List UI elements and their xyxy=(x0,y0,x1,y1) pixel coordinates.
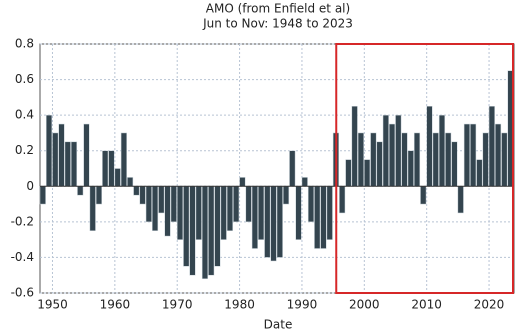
bar xyxy=(376,141,383,187)
bar xyxy=(289,150,296,187)
bar xyxy=(351,106,358,187)
bar xyxy=(239,177,246,187)
chart-title: AMO (from Enfield et al) xyxy=(206,2,350,16)
x-tick-label: 1980 xyxy=(224,298,255,312)
bar xyxy=(258,186,265,240)
y-tick-label: -0.2 xyxy=(11,214,34,228)
bar xyxy=(501,132,508,187)
bar xyxy=(102,150,109,187)
bar xyxy=(320,186,327,249)
bar xyxy=(127,177,134,187)
y-tick-label: 0 xyxy=(26,179,34,193)
bar xyxy=(208,186,215,276)
bar xyxy=(133,186,140,196)
y-tick-label: 0.2 xyxy=(15,143,34,157)
bar xyxy=(413,132,421,187)
bar xyxy=(120,132,127,187)
bar xyxy=(70,141,78,187)
y-tick-label: 0.8 xyxy=(15,37,34,51)
bar xyxy=(195,186,202,240)
bar xyxy=(83,123,90,187)
x-tick-label: 1950 xyxy=(37,298,68,312)
bar xyxy=(77,186,84,196)
bar xyxy=(463,123,470,187)
x-axis-label: Date xyxy=(264,318,293,332)
bar xyxy=(382,114,389,187)
bar xyxy=(139,186,146,205)
bar xyxy=(420,186,427,205)
bar xyxy=(432,132,439,187)
bar xyxy=(407,150,414,187)
bar xyxy=(426,106,433,187)
bar xyxy=(401,132,408,187)
chart-subtitle: Jun to Nov: 1948 to 2023 xyxy=(202,17,353,31)
y-tick-label: -0.6 xyxy=(11,286,34,300)
bar xyxy=(488,106,495,187)
x-tick-label: 2010 xyxy=(411,298,442,312)
bar xyxy=(95,186,102,205)
bar xyxy=(183,186,190,267)
bar xyxy=(89,186,96,232)
x-tick-label: 1960 xyxy=(100,298,131,312)
bar xyxy=(264,186,271,258)
x-tick-label: 1970 xyxy=(162,298,193,312)
bar xyxy=(114,168,121,187)
bar xyxy=(233,186,240,223)
bar xyxy=(438,114,446,187)
bar xyxy=(370,132,377,187)
bar xyxy=(58,123,65,187)
x-tick-label: 2000 xyxy=(349,298,380,312)
bar xyxy=(45,114,53,187)
bar xyxy=(495,123,502,187)
x-tick-label: 1990 xyxy=(287,298,318,312)
bar xyxy=(64,141,71,187)
bar xyxy=(39,186,46,205)
bar xyxy=(270,186,277,262)
bar xyxy=(357,132,364,187)
bar xyxy=(482,132,489,187)
bar xyxy=(276,186,283,258)
bar xyxy=(245,186,252,223)
bar xyxy=(345,159,352,187)
bar xyxy=(476,159,483,187)
bar xyxy=(364,159,371,187)
bar xyxy=(295,186,302,240)
bar xyxy=(395,114,402,187)
x-tick-label: 2020 xyxy=(474,298,505,312)
bar xyxy=(170,186,177,223)
bar xyxy=(52,132,59,187)
bar xyxy=(214,186,221,267)
bar xyxy=(108,150,115,187)
bar xyxy=(314,186,321,249)
y-tick-label: -0.4 xyxy=(11,250,34,264)
bar xyxy=(470,123,477,187)
bar xyxy=(158,186,165,214)
bar xyxy=(301,177,308,187)
bar xyxy=(176,186,184,240)
bar xyxy=(145,186,152,223)
bar xyxy=(164,186,171,237)
bar xyxy=(445,132,452,187)
bar xyxy=(152,186,159,232)
bar xyxy=(389,123,396,187)
bar xyxy=(451,141,458,187)
bar xyxy=(251,186,258,249)
y-tick-label: 0.4 xyxy=(15,108,34,122)
bar xyxy=(226,186,233,232)
highlight-box xyxy=(335,43,514,294)
bar xyxy=(339,186,346,214)
bar xyxy=(282,186,290,205)
bar xyxy=(457,186,464,214)
bar xyxy=(326,186,333,240)
y-tick-label: 0.6 xyxy=(15,72,34,86)
bar xyxy=(307,186,315,223)
bar xyxy=(220,186,227,240)
bar xyxy=(189,186,196,276)
bar xyxy=(201,186,209,280)
